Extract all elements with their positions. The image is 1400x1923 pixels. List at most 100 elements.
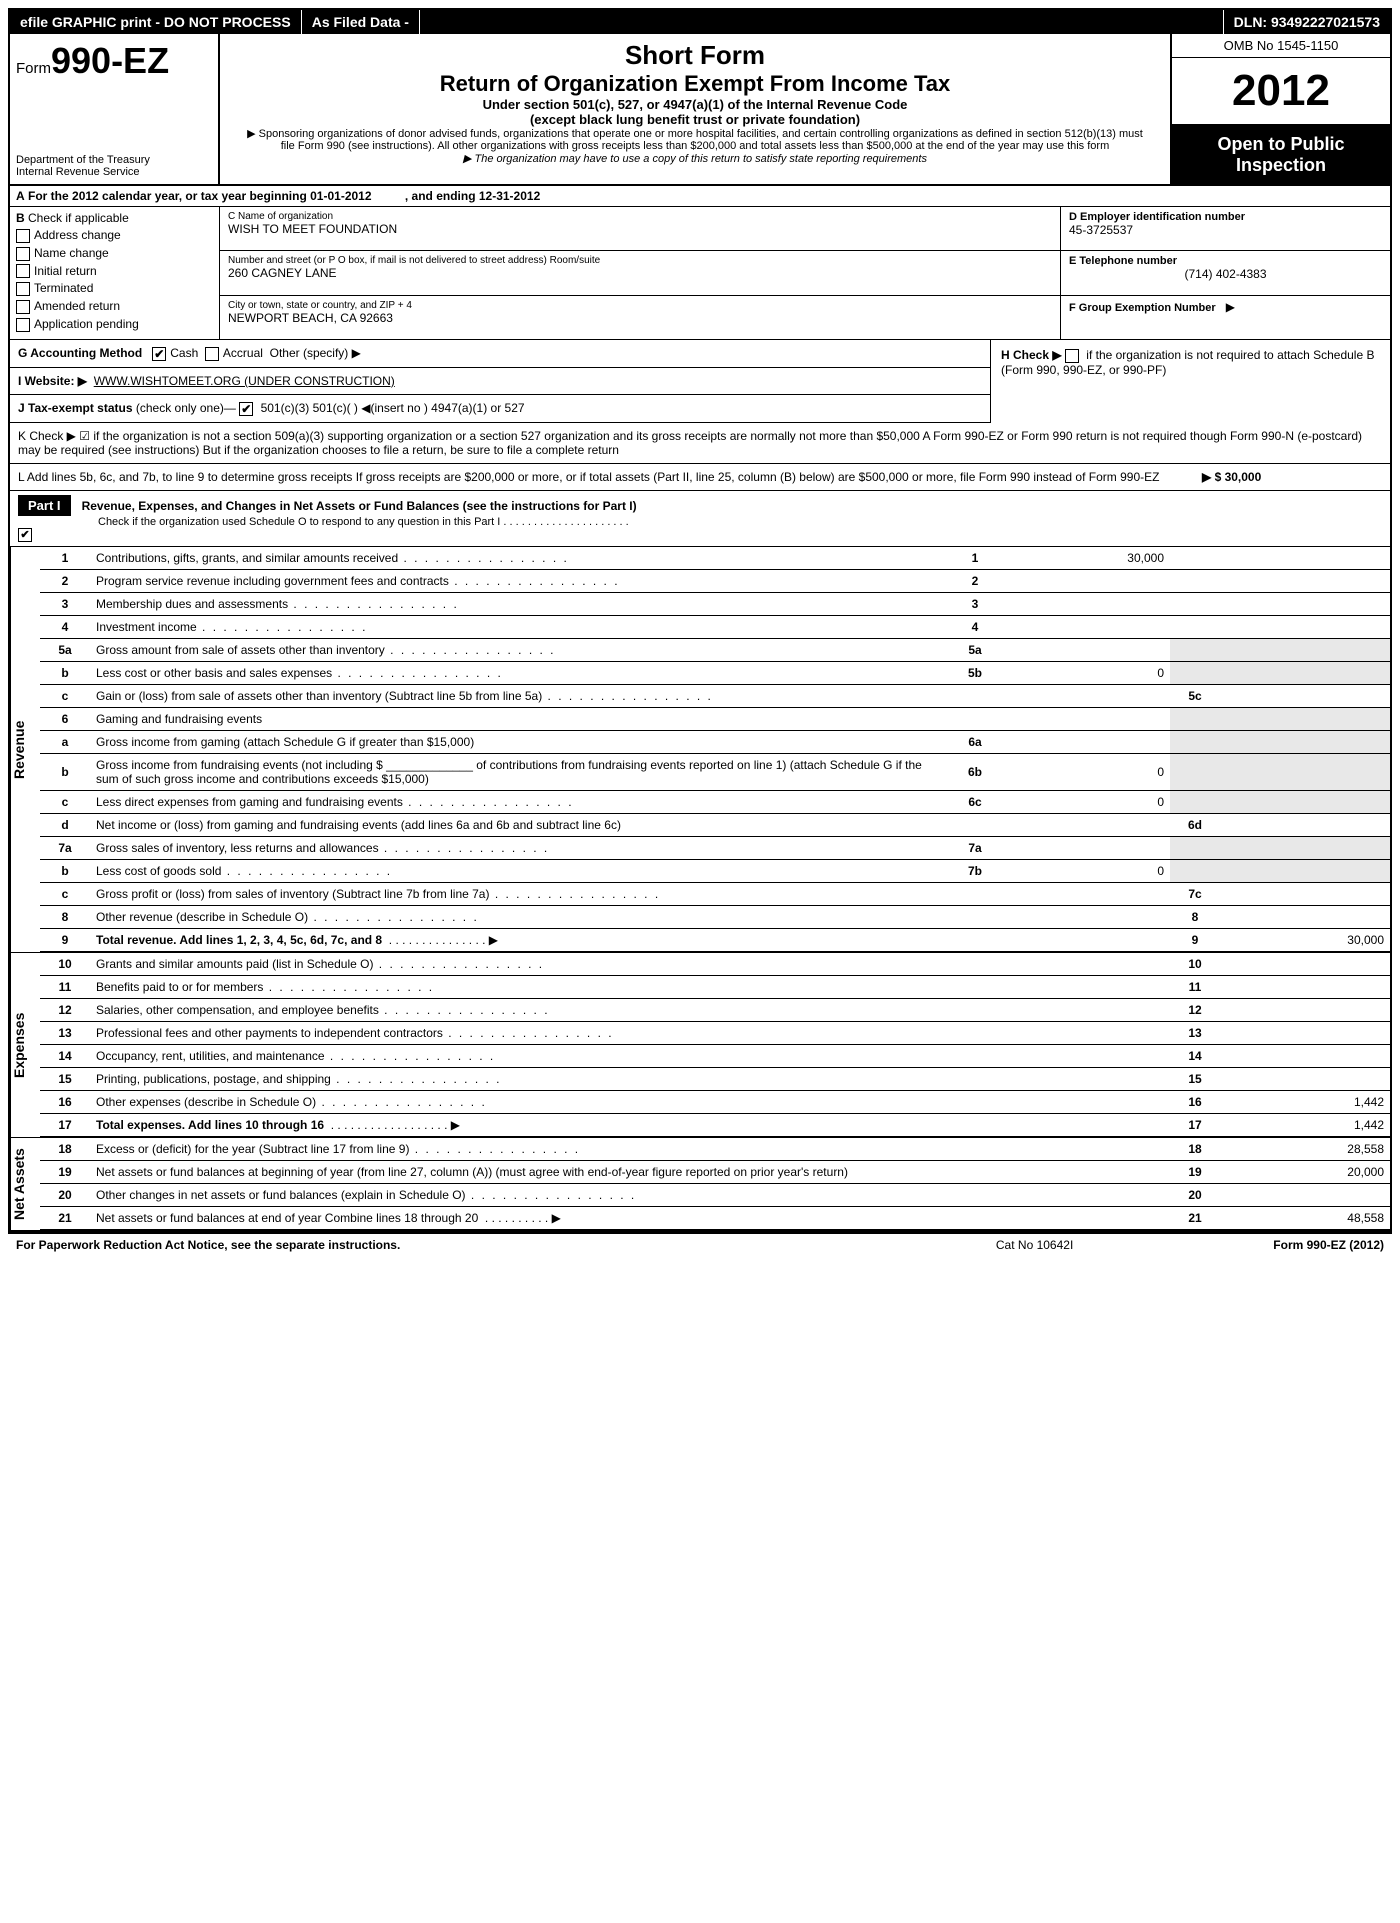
form-container: efile GRAPHIC print - DO NOT PROCESS As … <box>8 8 1392 1234</box>
group-exemption-label: F Group Exemption Number <box>1069 302 1216 314</box>
dln-label: DLN: <box>1234 14 1267 30</box>
dln-value: 93492227021573 <box>1271 14 1380 30</box>
line-20: 20Other changes in net assets or fund ba… <box>40 1183 1390 1206</box>
check-cash[interactable]: ✔ <box>152 347 166 361</box>
expenses-label: Expenses <box>10 953 40 1137</box>
department: Department of the Treasury Internal Reve… <box>16 154 212 178</box>
g-other: Other (specify) ▶ <box>270 346 361 360</box>
header: Form990-EZ Department of the Treasury In… <box>10 34 1390 186</box>
section-bcdef: B Check if applicable Address change Nam… <box>10 207 1390 340</box>
line-i: I Website: ▶ WWW.WISHTOMEET.ORG (UNDER C… <box>10 368 990 395</box>
expenses-table: 10Grants and similar amounts paid (list … <box>40 953 1390 1137</box>
row-a: A For the 2012 calendar year, or tax yea… <box>10 186 1390 207</box>
h-text1: H Check ▶ <box>1001 348 1062 362</box>
website[interactable]: WWW.WISHTOMEET.ORG (UNDER CONSTRUCTION) <box>94 374 395 388</box>
efile-notice: efile GRAPHIC print - DO NOT PROCESS <box>10 10 302 34</box>
ein-cell: D Employer identification number 45-3725… <box>1061 207 1390 251</box>
org-name-cell: C Name of organization WISH TO MEET FOUN… <box>220 207 1060 251</box>
group-exemption-cell: F Group Exemption Number ▶ <box>1061 296 1390 339</box>
line-l: L Add lines 5b, 6c, and 7b, to line 9 to… <box>10 464 1390 491</box>
form-number: Form990-EZ <box>16 40 212 82</box>
check-schedule-o[interactable]: ✔ <box>18 528 32 542</box>
line-6d: dNet income or (loss) from gaming and fu… <box>40 813 1390 836</box>
i-label: I Website: ▶ <box>18 374 87 388</box>
group-exemption-value: ▶ <box>1226 300 1235 314</box>
line-h: H Check ▶ if the organization is not req… <box>990 340 1390 423</box>
omb-number: OMB No 1545-1150 <box>1172 34 1390 58</box>
ein-label: D Employer identification number <box>1069 211 1382 223</box>
col-def: D Employer identification number 45-3725… <box>1060 207 1390 339</box>
dln: DLN: 93492227021573 <box>1223 10 1390 34</box>
row-a-prefix: A <box>16 189 25 203</box>
col-c: C Name of organization WISH TO MEET FOUN… <box>220 207 1060 339</box>
check-accrual[interactable] <box>205 347 219 361</box>
ein-value: 45-3725537 <box>1069 223 1382 237</box>
part-1-header: Part I Revenue, Expenses, and Changes in… <box>10 491 1390 547</box>
city-label: City or town, state or country, and ZIP … <box>228 300 1052 311</box>
line-16: 16Other expenses (describe in Schedule O… <box>40 1090 1390 1113</box>
line-6a: aGross income from gaming (attach Schedu… <box>40 730 1390 753</box>
row-a-ending: , and ending 12-31-2012 <box>405 189 540 203</box>
header-note-2: ▶ The organization may have to use a cop… <box>240 152 1150 165</box>
tax-year: 2012 <box>1172 58 1390 126</box>
col-b-label: B <box>16 211 25 225</box>
col-b-intro: Check if applicable <box>28 211 129 225</box>
phone-cell: E Telephone number (714) 402-4383 <box>1061 251 1390 295</box>
l-value: ▶ $ 30,000 <box>1202 470 1382 484</box>
line-k: K Check ▶ ☑ if the organization is not a… <box>10 423 1390 464</box>
check-amended[interactable]: Amended return <box>16 299 213 314</box>
line-13: 13Professional fees and other payments t… <box>40 1021 1390 1044</box>
line-19: 19Net assets or fund balances at beginni… <box>40 1160 1390 1183</box>
revenue-section: Revenue 1Contributions, gifts, grants, a… <box>10 547 1390 953</box>
street-cell: Number and street (or P O box, if mail i… <box>220 251 1060 295</box>
line-12: 12Salaries, other compensation, and empl… <box>40 998 1390 1021</box>
revenue-table: 1Contributions, gifts, grants, and simil… <box>40 547 1390 952</box>
line-g: G Accounting Method ✔Cash Accrual Other … <box>10 340 990 368</box>
street-label: Number and street (or P O box, if mail i… <box>228 255 1052 266</box>
header-note-1: ▶ Sponsoring organizations of donor advi… <box>240 127 1150 152</box>
check-initial-return[interactable]: Initial return <box>16 264 213 279</box>
line-2: 2Program service revenue including gover… <box>40 569 1390 592</box>
line-6: 6Gaming and fundraising events <box>40 707 1390 730</box>
line-4: 4Investment income4 <box>40 615 1390 638</box>
line-5b: bLess cost or other basis and sales expe… <box>40 661 1390 684</box>
revenue-label: Revenue <box>10 547 40 952</box>
header-right: OMB No 1545-1150 2012 Open to Public Ins… <box>1170 34 1390 184</box>
form-label: Form <box>16 60 51 77</box>
line-9: 9Total revenue. Add lines 1, 2, 3, 4, 5c… <box>40 928 1390 951</box>
header-mid: Short Form Return of Organization Exempt… <box>220 34 1170 184</box>
check-name-change[interactable]: Name change <box>16 246 213 261</box>
check-pending[interactable]: Application pending <box>16 317 213 332</box>
footer-left: For Paperwork Reduction Act Notice, see … <box>16 1238 400 1252</box>
line-5c: cGain or (loss) from sale of assets othe… <box>40 684 1390 707</box>
line-11: 11Benefits paid to or for members11 <box>40 975 1390 998</box>
footer-cat: Cat No 10642I <box>996 1238 1073 1252</box>
top-bar: efile GRAPHIC print - DO NOT PROCESS As … <box>10 10 1390 34</box>
dept-line2: Internal Revenue Service <box>16 166 212 178</box>
title-short-form: Short Form <box>240 40 1150 71</box>
org-name-label: C Name of organization <box>228 211 1052 222</box>
j-detail: (check only one)— <box>136 401 236 415</box>
title-return: Return of Organization Exempt From Incom… <box>240 71 1150 97</box>
check-address-change[interactable]: Address change <box>16 228 213 243</box>
l-text: L Add lines 5b, 6c, and 7b, to line 9 to… <box>18 470 1202 484</box>
expenses-section: Expenses 10Grants and similar amounts pa… <box>10 953 1390 1138</box>
dept-line1: Department of the Treasury <box>16 154 212 166</box>
part-1-label: Part I <box>18 495 71 516</box>
part-1-title: Revenue, Expenses, and Changes in Net As… <box>82 499 637 513</box>
check-terminated[interactable]: Terminated <box>16 281 213 296</box>
line-1: 1Contributions, gifts, grants, and simil… <box>40 547 1390 570</box>
j-opts: 501(c)(3) 501(c)( ) ◀(insert no ) 4947(a… <box>261 401 525 415</box>
as-filed-label: As Filed Data - <box>302 10 420 34</box>
line-7a: 7aGross sales of inventory, less returns… <box>40 836 1390 859</box>
line-6c: cLess direct expenses from gaming and fu… <box>40 790 1390 813</box>
header-left: Form990-EZ Department of the Treasury In… <box>10 34 220 184</box>
city-cell: City or town, state or country, and ZIP … <box>220 296 1060 339</box>
netassets-label: Net Assets <box>10 1138 40 1230</box>
open-to-public: Open to Public Inspection <box>1172 126 1390 184</box>
check-schedule-b[interactable] <box>1065 349 1079 363</box>
line-7c: cGross profit or (loss) from sales of in… <box>40 882 1390 905</box>
row-a-text: For the 2012 calendar year, or tax year … <box>28 189 372 203</box>
line-14: 14Occupancy, rent, utilities, and mainte… <box>40 1044 1390 1067</box>
check-501c3[interactable]: ✔ <box>239 402 253 416</box>
